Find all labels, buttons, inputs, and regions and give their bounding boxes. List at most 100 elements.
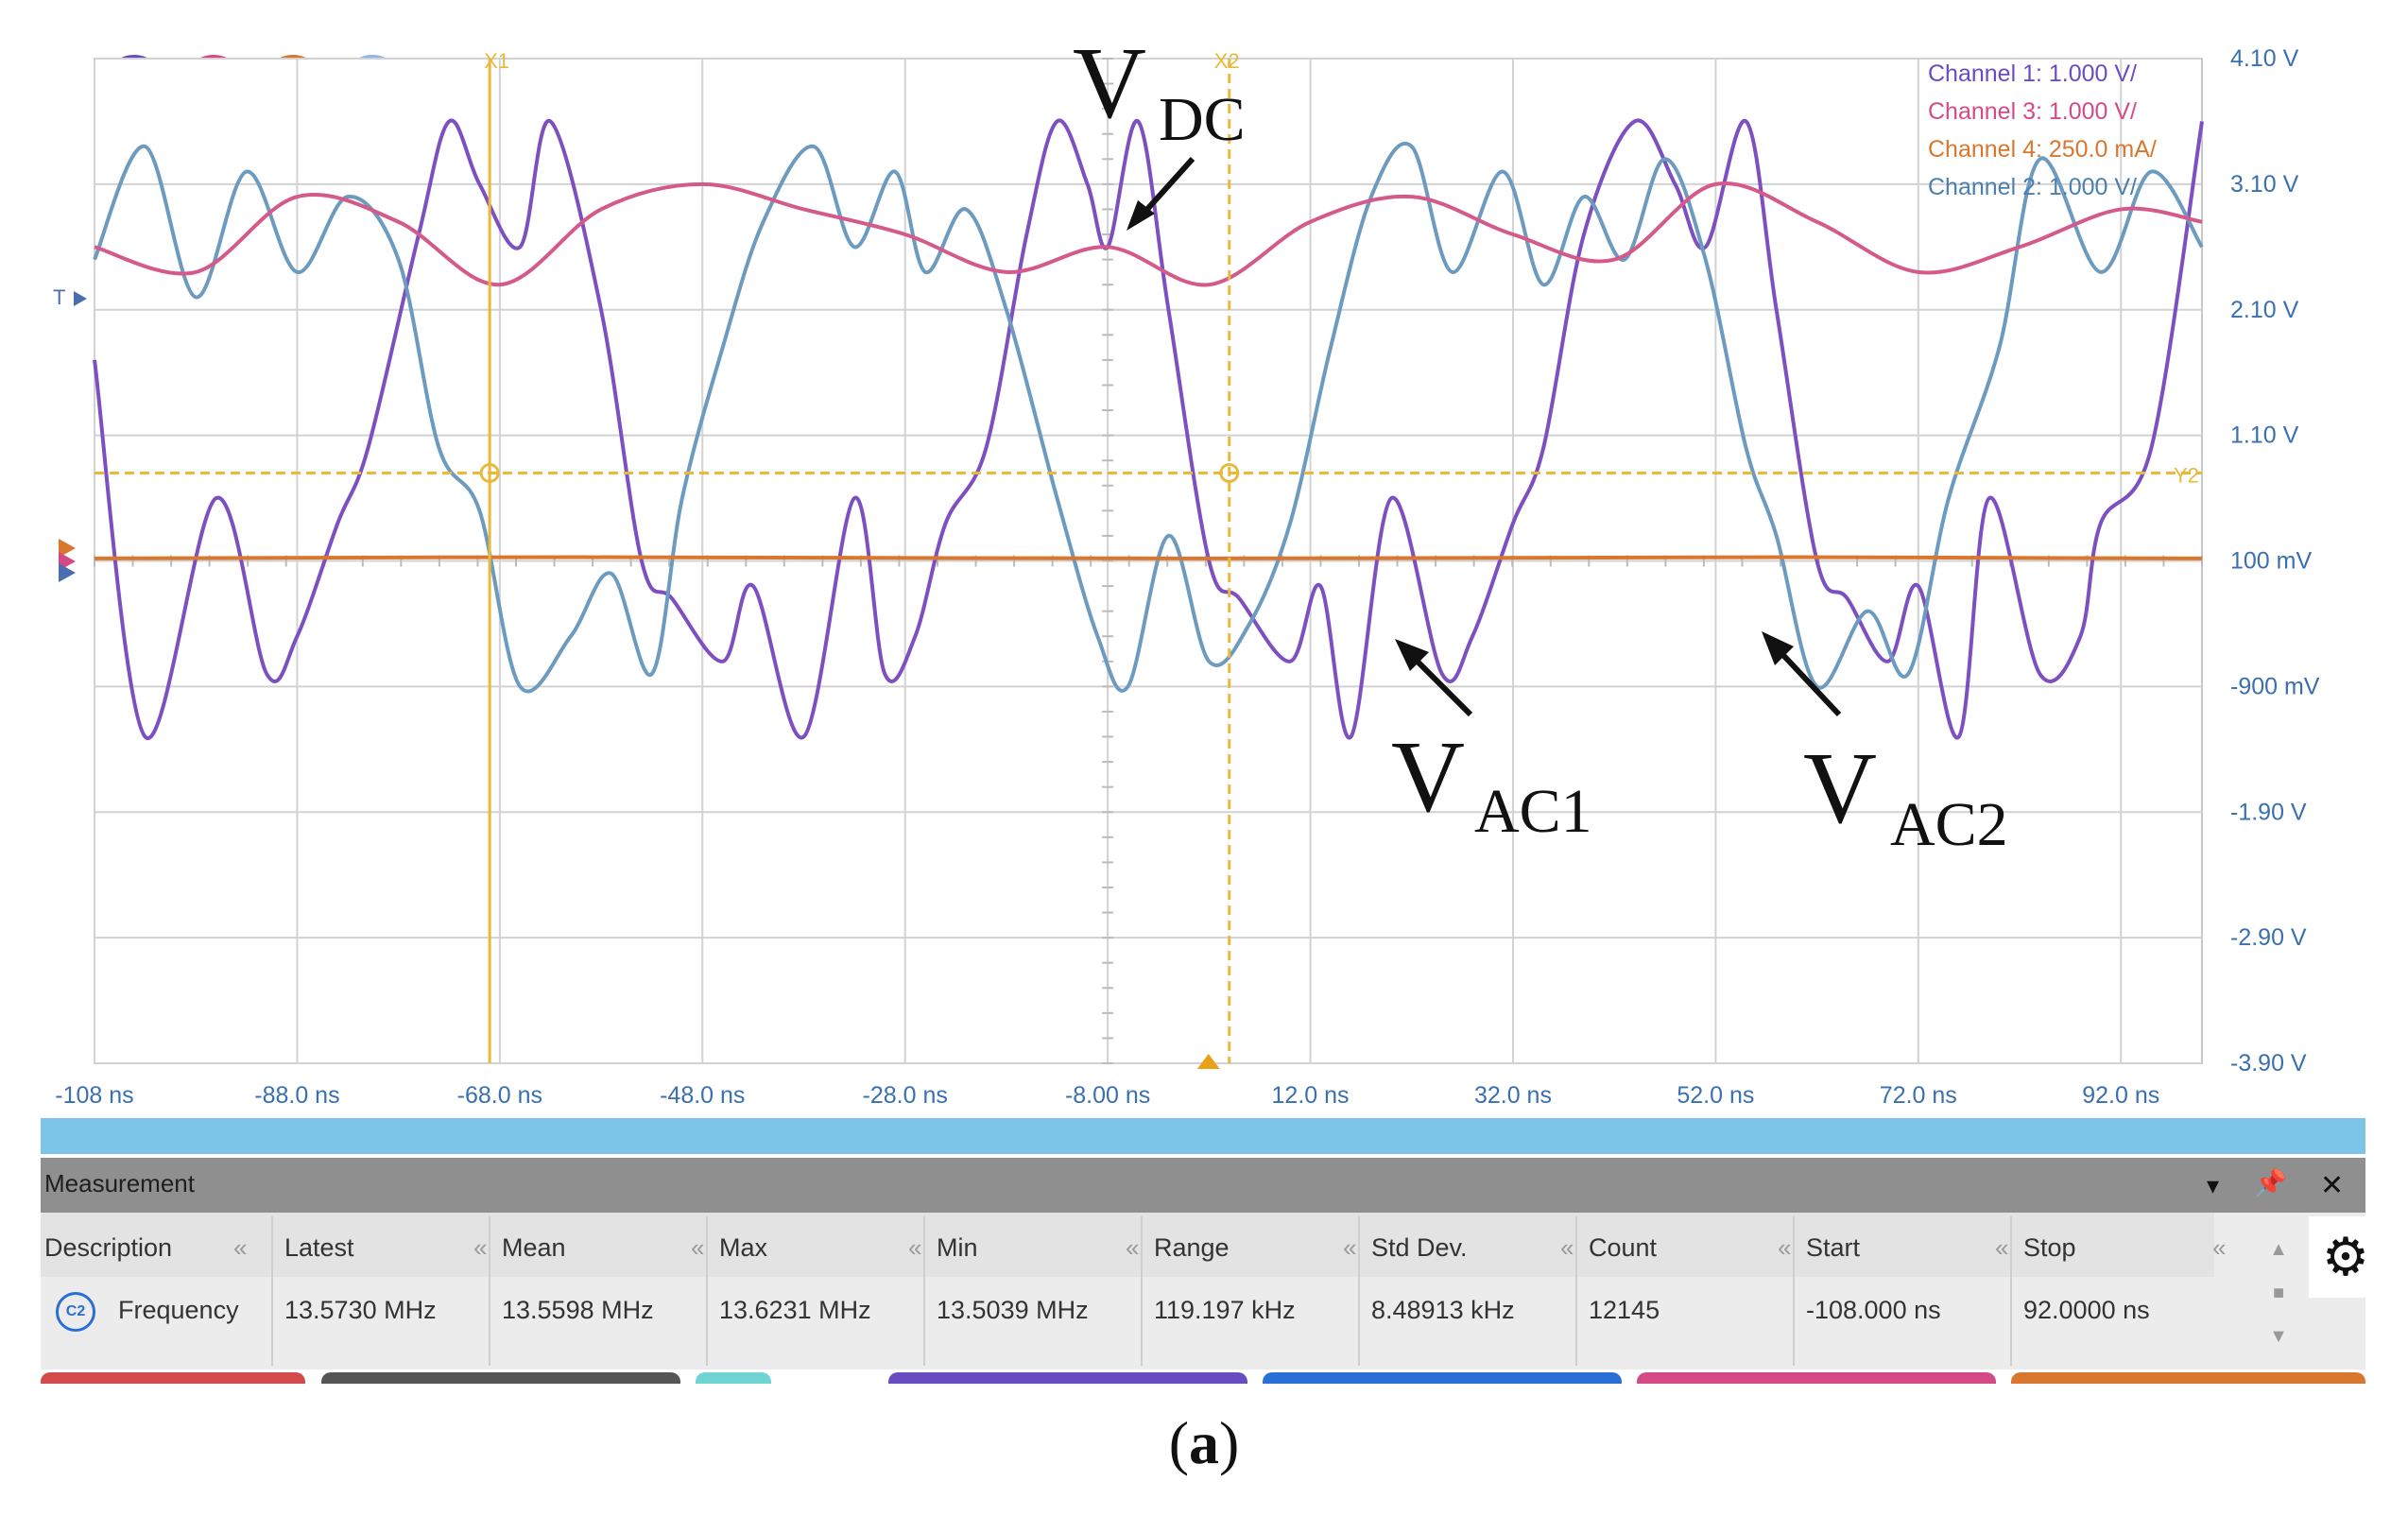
annotation-vac2: V AC2 [1762, 631, 2008, 859]
vac1-main: V [1391, 721, 1465, 834]
y-tick-label: -2.90 V [2230, 924, 2307, 951]
vac1-sub: AC1 [1474, 777, 1592, 846]
column-divider[interactable] [706, 1216, 708, 1366]
y-tick-label: -3.90 V [2230, 1050, 2307, 1077]
y-tick-label: 2.10 V [2230, 297, 2299, 323]
cursors[interactable] [95, 59, 2202, 1069]
x-tick-label: -68.0 ns [457, 1082, 542, 1109]
column-header[interactable]: Max [719, 1233, 768, 1262]
x-tick-label: -88.0 ns [254, 1082, 339, 1109]
trigger-arrow-icon [74, 291, 87, 306]
vac1-arrow-icon [1411, 655, 1473, 717]
table-scrollbar[interactable]: ▲ ■ ▼ [2269, 1239, 2288, 1347]
column-divider[interactable] [2010, 1216, 2012, 1366]
trace-4 [94, 555, 2203, 560]
cursor-x1-label[interactable]: X1 [484, 49, 509, 73]
collapse-icon[interactable]: ▾ [2207, 1171, 2220, 1199]
column-divider[interactable] [1575, 1216, 1577, 1366]
measurement-table-header [41, 1213, 2214, 1277]
trigger-label: T [53, 285, 65, 309]
y-tick-label: 4.10 V [2230, 45, 2299, 72]
caption-open: ( [1168, 1409, 1189, 1476]
column-chevron-icon[interactable]: « [2212, 1233, 2227, 1262]
legend-channel-2: Channel 2: 1.000 V/ [1928, 174, 2137, 200]
column-header[interactable]: Latest [284, 1233, 354, 1262]
vdc-main: V [1073, 27, 1146, 140]
column-chevron-icon[interactable]: « [1778, 1233, 1792, 1262]
measurement-title: Measurement [44, 1169, 195, 1197]
bottom-tab-4[interactable] [888, 1372, 1247, 1384]
column-header[interactable]: Stop [2023, 1233, 2076, 1262]
y-tick-label: -900 mV [2230, 673, 2320, 699]
settings-gear-icon[interactable]: ⚙ [2309, 1216, 2382, 1298]
x-tick-label: -108 ns [55, 1082, 133, 1109]
trigger-marker[interactable]: T [53, 285, 87, 309]
x-tick-label: 92.0 ns [2082, 1082, 2159, 1109]
column-divider[interactable] [271, 1216, 273, 1366]
annotation-vac1: V AC1 [1391, 639, 1592, 846]
cursor-y2-label[interactable]: Y2 [2174, 463, 2199, 487]
column-chevron-icon[interactable]: « [908, 1233, 922, 1262]
bottom-tab-5[interactable] [1263, 1372, 1622, 1384]
column-divider[interactable] [489, 1216, 490, 1366]
column-chevron-icon[interactable]: « [1343, 1233, 1357, 1262]
column-divider[interactable] [1358, 1216, 1360, 1366]
column-divider[interactable] [1141, 1216, 1143, 1366]
column-chevron-icon[interactable]: « [473, 1233, 488, 1262]
bottom-tab-6[interactable] [1637, 1372, 1996, 1384]
column-header[interactable]: Description [44, 1233, 173, 1262]
table-cell: Frequency [118, 1296, 239, 1324]
channel-2-badge: C2 [56, 1292, 95, 1332]
bottom-tab-3[interactable] [696, 1372, 771, 1384]
y-tick-label: 3.10 V [2230, 171, 2299, 198]
column-chevron-icon[interactable]: « [1995, 1233, 2009, 1262]
table-cell: 13.5039 MHz [937, 1296, 1089, 1324]
bottom-tab-7[interactable] [2011, 1372, 2365, 1384]
table-cell: 13.6231 MHz [719, 1296, 871, 1324]
column-chevron-icon[interactable]: « [233, 1233, 248, 1262]
table-cell: -108.000 ns [1806, 1296, 1941, 1324]
vac2-main: V [1803, 732, 1877, 845]
panel-divider[interactable] [41, 1118, 2365, 1154]
grid [94, 58, 2203, 1064]
legend-channel-4: Channel 4: 250.0 mA/ [1928, 136, 2157, 163]
bottom-tab-1[interactable] [41, 1372, 305, 1384]
column-chevron-icon[interactable]: « [1126, 1233, 1140, 1262]
legend-channel-3: Channel 3: 1.000 V/ [1928, 98, 2137, 125]
x-tick-label: 12.0 ns [1272, 1082, 1350, 1109]
x-tick-label: 72.0 ns [1880, 1082, 1957, 1109]
trace-1 [93, 118, 2204, 741]
figure-caption: (a) [0, 1408, 2408, 1478]
measurement-header: Measurement ▾ 📌 ✕ [41, 1158, 2365, 1213]
column-header[interactable]: Std Dev. [1371, 1233, 1468, 1262]
traces [93, 118, 2204, 741]
cursor-x2-handle[interactable] [1219, 462, 1240, 483]
oscilloscope-plot[interactable]: -108 ns -88.0 ns -68.0 ns -48.0 ns -28.0 ns -… [0, 0, 2408, 1115]
cursor-marker-icon[interactable] [1196, 1054, 1220, 1069]
column-header[interactable]: Start [1806, 1233, 1861, 1262]
y-tick-label: -1.90 V [2230, 799, 2307, 825]
column-header[interactable]: Min [937, 1233, 978, 1262]
x-tick-label: 52.0 ns [1677, 1082, 1754, 1109]
table-cell: 13.5730 MHz [284, 1296, 437, 1324]
close-icon[interactable]: ✕ [2320, 1170, 2345, 1201]
caption-close: ) [1219, 1409, 1240, 1476]
trace-3 [94, 181, 2203, 287]
y-axis-ticks: 4.10 V 3.10 V 2.10 V 1.10 V 100 mV -900 mV -1.… [2230, 45, 2320, 1077]
column-header[interactable]: Mean [502, 1233, 566, 1262]
column-header[interactable]: Count [1589, 1233, 1658, 1262]
column-chevron-icon[interactable]: « [691, 1233, 705, 1262]
table-cell: 12145 [1589, 1296, 1660, 1324]
ground-markers [59, 539, 76, 582]
column-divider[interactable] [923, 1216, 925, 1366]
column-divider[interactable] [1793, 1216, 1795, 1366]
pin-icon[interactable]: 📌 [2254, 1168, 2287, 1197]
column-header[interactable]: Range [1154, 1233, 1230, 1262]
cursor-x2-label[interactable]: X2 [1214, 49, 1240, 73]
bottom-tab-2[interactable] [321, 1372, 680, 1384]
x-axis-ticks: -108 ns -88.0 ns -68.0 ns -48.0 ns -28.0 ns -… [55, 1082, 2159, 1109]
cursor-x1-handle[interactable] [479, 462, 500, 483]
x-tick-label: -48.0 ns [660, 1082, 745, 1109]
column-chevron-icon[interactable]: « [1560, 1233, 1574, 1262]
table-cell: 13.5598 MHz [502, 1296, 654, 1324]
